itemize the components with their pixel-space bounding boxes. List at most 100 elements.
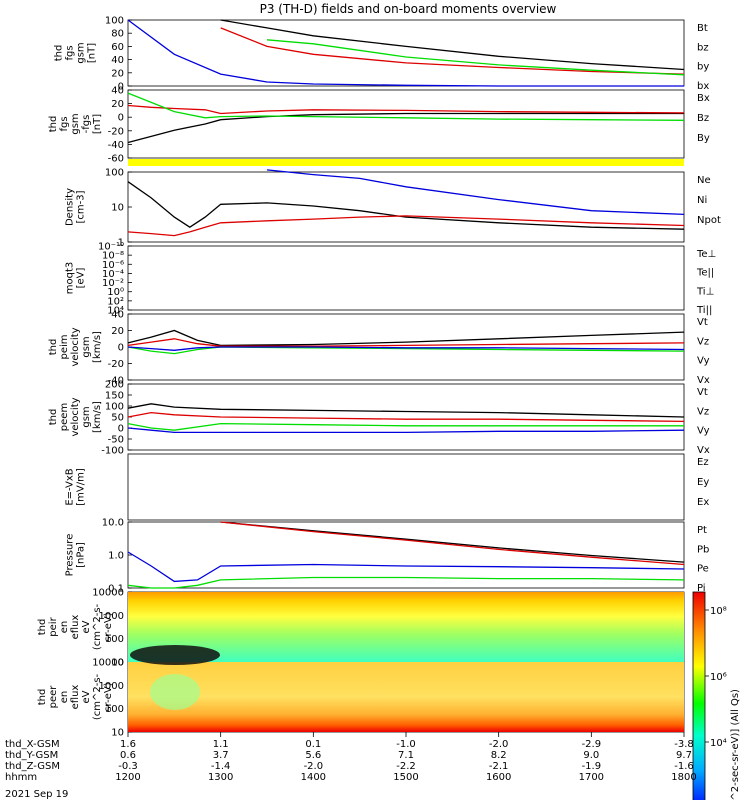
- series-line-bx: [127, 19, 684, 87]
- y-axis-label: peer: [48, 685, 59, 709]
- quality-flag-bar: [128, 159, 684, 166]
- time-axis-value: -2.0: [304, 761, 324, 772]
- time-axis-value: 9.7: [676, 750, 692, 761]
- y-axis-label: thd: [48, 116, 59, 133]
- y-tick-label: 80: [111, 29, 124, 40]
- legend-entry: Vt: [697, 317, 708, 328]
- legend-entry: Vx: [697, 445, 710, 456]
- y-tick-label: 1.0: [108, 551, 124, 562]
- time-axis-value: -3.8: [674, 739, 694, 750]
- legend-entry: bz: [697, 42, 709, 53]
- time-axis-value: 1600: [486, 772, 511, 783]
- fgs-mag-panel: 0 20 40 60 80 100 thd fgs gsm [nT] Bt bz by bx: [54, 16, 710, 93]
- spectrograms: [128, 592, 684, 732]
- y-axis-label: Density: [65, 188, 76, 226]
- legend-entry: Te||: [696, 268, 714, 279]
- fgs-gsm-frame: [127, 89, 685, 159]
- time-axis-value: 8.2: [491, 750, 507, 761]
- legend-entry: Vt: [697, 387, 708, 398]
- series-line-vt: [127, 403, 685, 418]
- time-axis-value: 1800: [671, 772, 696, 783]
- peir-low-energy-dropout: [130, 645, 220, 665]
- legend-entry: By: [697, 133, 710, 144]
- y-tick-label: 20: [111, 326, 124, 337]
- legend-entry: Ti⊥: [696, 286, 714, 297]
- y-axis-label: peem: [59, 403, 70, 431]
- y-axis-label: [km/s]: [92, 331, 103, 363]
- y-axis-label: gsm: [76, 42, 87, 63]
- y-tick-label: -50: [108, 435, 124, 446]
- y-tick-label: 10: [111, 728, 124, 739]
- time-axis-value: -1.4: [211, 761, 231, 772]
- y-axis-label: fgs: [65, 45, 76, 60]
- y-axis-label: [km/s]: [92, 401, 103, 433]
- legend-entry: bx: [697, 81, 709, 92]
- y-tick-label: -40: [108, 140, 124, 151]
- time-axis-value: 1400: [301, 772, 326, 783]
- y-tick-label: 0: [118, 343, 124, 354]
- legend-entry: Ni: [697, 195, 707, 206]
- y-axis-label: velocity: [70, 327, 81, 366]
- legend-entry: Vz: [697, 336, 709, 347]
- peim-velocity-panel: -40 -20 0 20 40 thd peim velocity gsm [km/s] Vt Vz V…: [48, 310, 710, 387]
- time-axis-value: -2.0: [489, 739, 509, 750]
- y-axis-label: [nT]: [87, 43, 98, 63]
- y-tick-label: 40: [111, 310, 124, 321]
- pressure-panel: 0.1 1.0 10.0 Pressure [nPa] Pt Pb Pe Pi: [65, 518, 710, 595]
- y-tick-label: 0: [118, 82, 124, 93]
- y-tick-label: 10: [111, 658, 124, 669]
- y-axis-label: (cm^2-s-: [92, 603, 103, 650]
- y-tick-label: 10⁻⁸: [102, 251, 124, 262]
- legend-entry: Vy: [697, 426, 710, 437]
- legend-entry: by: [697, 62, 709, 73]
- legend-entry: Bz: [697, 113, 709, 124]
- series-line-vy: [127, 422, 684, 431]
- y-axis-label: [eV]: [76, 268, 87, 289]
- time-axis-value: 7.1: [398, 750, 414, 761]
- y-axis-label: fgs: [59, 116, 70, 131]
- time-axis-value: -1.0: [396, 739, 416, 750]
- y-axis-label: [nT]: [92, 114, 103, 134]
- y-tick-label: -20: [108, 359, 124, 370]
- legend-entry: Pe: [697, 564, 709, 575]
- density-panel: 1 10 100 Density [cm-3] Ne Ni Npot: [65, 168, 721, 249]
- legend-entry: Bt: [697, 23, 708, 34]
- series-line-pb: [220, 521, 685, 566]
- series-line-pe: [127, 576, 685, 589]
- y-axis-label: -fgs: [81, 115, 92, 134]
- y-tick-label: 10⁻¹⁰: [98, 242, 124, 253]
- colorbar-tick-label: 10⁸: [710, 606, 727, 617]
- time-axis-value: 5.6: [305, 750, 321, 761]
- y-axis-label: thd: [37, 689, 48, 706]
- legend-entry: Bx: [697, 93, 710, 104]
- time-axis-value: 0.1: [305, 739, 321, 750]
- y-axis-label: thd: [37, 619, 48, 636]
- colorbar-label: [eV/(cm^2-sec-sr-eV)] (All Qs): [730, 689, 741, 800]
- series-line-ni: [127, 181, 685, 230]
- y-axis-label: peim: [59, 334, 70, 359]
- y-axis-label: E=-VxB: [65, 468, 76, 505]
- y-axis-label: velocity: [70, 397, 81, 436]
- y-tick-label: 100: [105, 16, 124, 27]
- legend-entry: Vy: [697, 356, 710, 367]
- y-tick-label: 10⁻²: [102, 278, 124, 289]
- series-line-vx: [127, 346, 685, 351]
- moms-t3-frame: [127, 245, 685, 311]
- y-axis-label: thd: [48, 409, 59, 426]
- fgs-mag-frame: [127, 19, 685, 87]
- time-axis-value: -0.3: [118, 761, 138, 772]
- colorbar-scale: [692, 591, 706, 800]
- y-tick-label: 100: [105, 704, 124, 715]
- y-tick-label: 10⁻⁴: [102, 269, 124, 280]
- legend-entry: Ti||: [696, 305, 712, 316]
- time-axis-value: 3.7: [213, 750, 229, 761]
- y-tick-label: 10000: [92, 588, 124, 599]
- time-axis-value: -1.9: [582, 761, 602, 772]
- y-tick-label: 10⁰: [107, 287, 124, 298]
- colorbar-tick-label: 10⁶: [710, 672, 727, 683]
- time-axis: thd_X-GSM 1.6 1.1 0.1 -1.0 -2.0 -2.9 -3.8 thd_Y-…: [5, 732, 697, 783]
- colorbar-tick-label: 10⁴: [710, 738, 727, 749]
- series-line-vx: [127, 427, 685, 434]
